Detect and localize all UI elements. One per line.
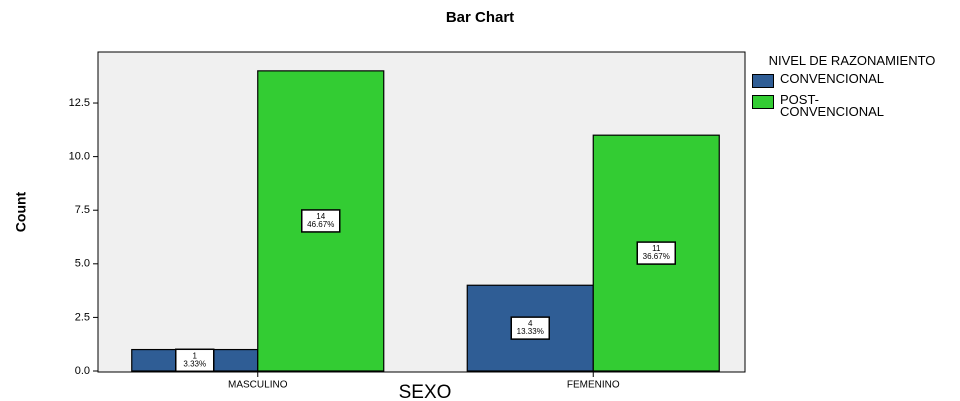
y-axis-title: Count — [13, 191, 29, 232]
data-label-percent: 13.33% — [517, 327, 544, 336]
data-label-percent: 3.33% — [183, 359, 206, 368]
legend: NIVEL DE RAZONAMIENTO CONVENCIONAL POST-C… — [752, 53, 960, 119]
data-label: 4 — [528, 319, 533, 328]
legend-label: CONVENCIONAL — [780, 71, 885, 86]
y-tick-label: 10.0 — [69, 151, 90, 163]
data-label-box — [510, 316, 550, 340]
chart-title: Bar Chart — [446, 9, 514, 26]
data-label: 1 — [193, 351, 198, 360]
data-label-box — [301, 209, 341, 233]
legend-label: POST-CONVENCIONAL — [780, 92, 885, 119]
data-label: 11 — [652, 244, 661, 253]
y-tick-label: 0.0 — [75, 365, 90, 377]
data-label: 14 — [316, 212, 325, 221]
data-label-percent: 46.67% — [307, 220, 334, 229]
data-label-box — [636, 241, 676, 265]
data-label-percent: 36.67% — [643, 252, 670, 261]
legend-swatch — [752, 95, 774, 109]
legend-item: CONVENCIONAL — [752, 71, 960, 88]
x-axis-title: SEXO — [399, 382, 452, 401]
x-tick-label: FEMENINO — [567, 380, 620, 391]
legend-title: NIVEL DE RAZONAMIENTO — [768, 53, 936, 68]
x-tick-label: MASCULINO — [228, 380, 288, 391]
legend-swatch — [752, 74, 774, 88]
y-tick-label: 7.5 — [75, 204, 90, 216]
data-label-box — [175, 348, 215, 373]
y-tick-label: 12.5 — [69, 97, 90, 109]
y-tick-label: 2.5 — [75, 311, 90, 323]
legend-item: POST-CONVENCIONAL — [752, 92, 960, 119]
y-tick-label: 5.0 — [75, 258, 90, 270]
bar — [466, 284, 594, 372]
